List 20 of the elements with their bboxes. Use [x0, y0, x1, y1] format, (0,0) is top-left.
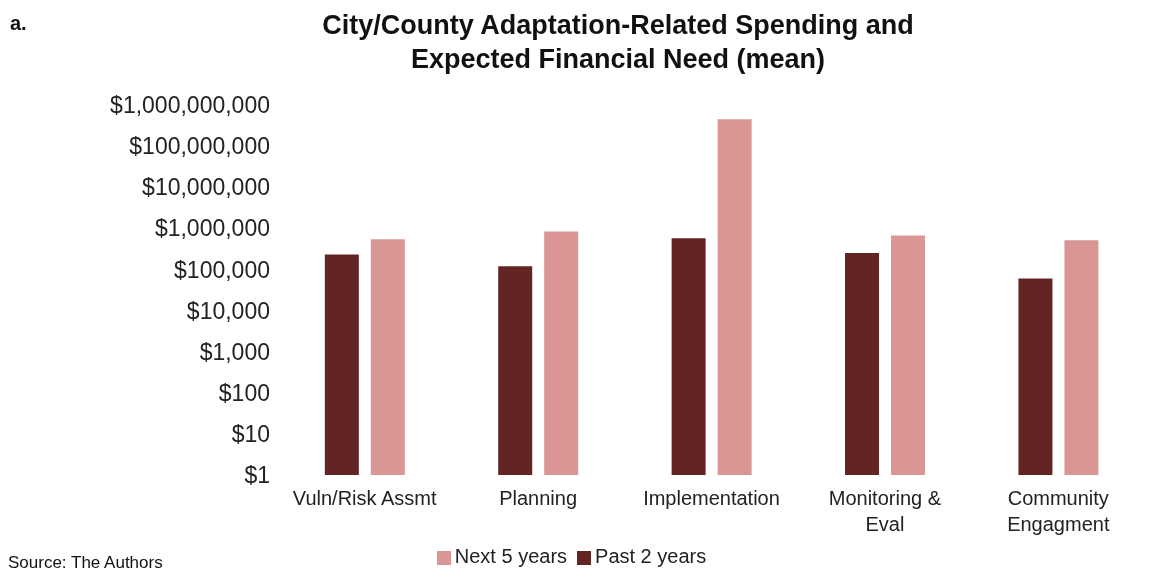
y-tick-label: $1,000,000 [154, 215, 270, 242]
x-tick-label: Implementation [643, 487, 780, 509]
text: a. [10, 12, 27, 35]
y-tick-label: $100,000,000 [129, 133, 270, 160]
chart-title: City/County Adaptation-Related Spending and Expected Financial Need (mean) [321, 9, 915, 76]
y-tick-label: $10 [231, 421, 270, 448]
x-tick-label: Monitoring & Eval [828, 487, 942, 535]
y-tick-label: $10,000,000 [142, 174, 270, 201]
x-tick-label: Planning [499, 487, 578, 509]
y-tick-label: $1,000,000,000 [110, 92, 270, 119]
legend-label: Next 5 years [454, 545, 568, 567]
y-tick-label: $100 [218, 379, 270, 406]
y-tick-label: $100,000 [174, 256, 270, 283]
y-tick-label: $10,000 [186, 297, 270, 324]
y-tick-label: $1,000 [199, 338, 270, 365]
source-note: Source: The Authors [8, 553, 163, 573]
legend-label: Past 2 years [595, 545, 707, 567]
x-tick-label: Community Engagment [1007, 487, 1110, 535]
x-tick-label: Vuln/Risk Assmt [292, 487, 438, 509]
y-tick-label: $1 [244, 462, 270, 489]
